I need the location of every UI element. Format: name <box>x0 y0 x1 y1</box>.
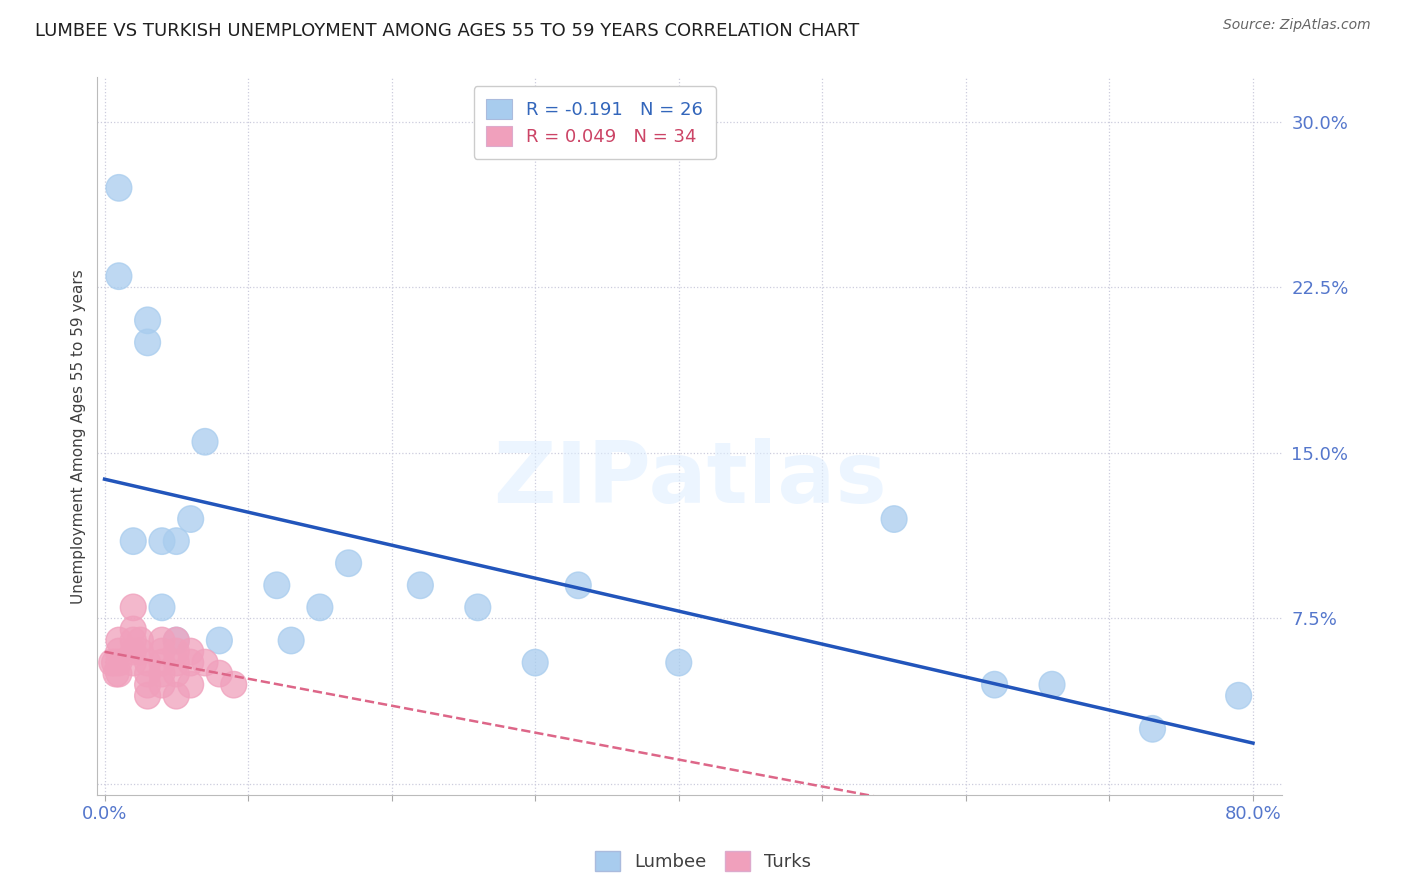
Ellipse shape <box>121 594 146 621</box>
Ellipse shape <box>981 672 1008 698</box>
Ellipse shape <box>177 649 204 676</box>
Ellipse shape <box>149 627 174 654</box>
Ellipse shape <box>105 263 132 289</box>
Ellipse shape <box>135 660 160 687</box>
Ellipse shape <box>882 506 907 533</box>
Ellipse shape <box>121 528 146 555</box>
Ellipse shape <box>163 649 190 676</box>
Ellipse shape <box>149 660 174 687</box>
Ellipse shape <box>278 627 304 654</box>
Text: Source: ZipAtlas.com: Source: ZipAtlas.com <box>1223 18 1371 32</box>
Ellipse shape <box>221 672 246 698</box>
Ellipse shape <box>163 682 190 709</box>
Ellipse shape <box>105 639 132 665</box>
Ellipse shape <box>163 627 190 654</box>
Ellipse shape <box>149 594 174 621</box>
Ellipse shape <box>1140 715 1166 742</box>
Ellipse shape <box>336 550 361 576</box>
Ellipse shape <box>135 672 160 698</box>
Ellipse shape <box>408 572 433 599</box>
Ellipse shape <box>105 649 132 676</box>
Ellipse shape <box>207 627 232 654</box>
Legend: R = -0.191   N = 26, R = 0.049   N = 34: R = -0.191 N = 26, R = 0.049 N = 34 <box>474 87 716 159</box>
Ellipse shape <box>135 307 160 334</box>
Ellipse shape <box>177 639 204 665</box>
Ellipse shape <box>135 682 160 709</box>
Ellipse shape <box>128 639 153 665</box>
Ellipse shape <box>128 627 153 654</box>
Ellipse shape <box>177 672 204 698</box>
Ellipse shape <box>105 660 132 687</box>
Ellipse shape <box>193 428 218 455</box>
Ellipse shape <box>103 660 129 687</box>
Ellipse shape <box>149 528 174 555</box>
Ellipse shape <box>666 649 692 676</box>
Ellipse shape <box>135 329 160 356</box>
Ellipse shape <box>101 649 128 676</box>
Ellipse shape <box>149 639 174 665</box>
Ellipse shape <box>121 616 146 643</box>
Legend: Lumbee, Turks: Lumbee, Turks <box>588 844 818 879</box>
Ellipse shape <box>135 649 160 676</box>
Ellipse shape <box>264 572 290 599</box>
Ellipse shape <box>522 649 548 676</box>
Ellipse shape <box>105 627 132 654</box>
Y-axis label: Unemployment Among Ages 55 to 59 years: Unemployment Among Ages 55 to 59 years <box>72 268 86 604</box>
Ellipse shape <box>465 594 491 621</box>
Ellipse shape <box>1039 672 1064 698</box>
Ellipse shape <box>163 528 190 555</box>
Ellipse shape <box>565 572 591 599</box>
Ellipse shape <box>307 594 333 621</box>
Text: ZIPatlas: ZIPatlas <box>492 438 886 521</box>
Ellipse shape <box>149 649 174 676</box>
Ellipse shape <box>121 627 146 654</box>
Ellipse shape <box>207 660 232 687</box>
Ellipse shape <box>105 175 132 201</box>
Ellipse shape <box>121 639 146 665</box>
Ellipse shape <box>121 649 146 676</box>
Ellipse shape <box>163 660 190 687</box>
Ellipse shape <box>98 649 125 676</box>
Ellipse shape <box>149 672 174 698</box>
Ellipse shape <box>163 639 190 665</box>
Text: LUMBEE VS TURKISH UNEMPLOYMENT AMONG AGES 55 TO 59 YEARS CORRELATION CHART: LUMBEE VS TURKISH UNEMPLOYMENT AMONG AGE… <box>35 22 859 40</box>
Ellipse shape <box>193 649 218 676</box>
Ellipse shape <box>177 506 204 533</box>
Ellipse shape <box>1226 682 1251 709</box>
Ellipse shape <box>163 627 190 654</box>
